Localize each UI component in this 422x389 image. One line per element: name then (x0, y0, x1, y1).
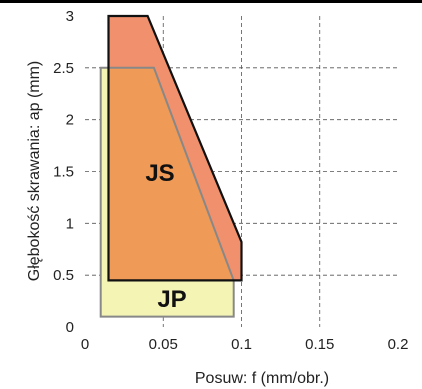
jp-outline (99, 66, 235, 318)
y-tick-label: 1.5 (53, 164, 74, 181)
x-tick-label: 0.1 (231, 336, 252, 353)
js-label: JS (145, 160, 174, 187)
top-rule (0, 0, 422, 3)
y-axis-title: Głębokość skrawania: ap (mm) (26, 61, 43, 282)
x-tick-label: 0.2 (388, 336, 409, 353)
x-tick-label: 0.15 (305, 336, 334, 353)
x-axis-title: Posuw: f (mm/obr.) (195, 370, 329, 387)
tick-labels: 0 0.05 0.1 0.15 0.2 0 0.5 1 1.5 2 2.5 3 (53, 8, 408, 353)
x-tick-label: 0 (81, 336, 89, 353)
plot-regions (99, 14, 243, 318)
jp-label: JP (157, 286, 186, 313)
y-tick-label: 0.5 (53, 267, 74, 284)
js-outline (107, 14, 243, 282)
y-tick-label: 2 (66, 112, 74, 129)
region-labels: JS JP (145, 160, 186, 313)
y-tick-label: 0 (66, 319, 74, 336)
y-tick-label: 2.5 (53, 60, 74, 77)
y-tick-label: 1 (66, 215, 74, 232)
y-tick-label: 3 (66, 8, 74, 25)
x-tick-label: 0.05 (149, 336, 178, 353)
